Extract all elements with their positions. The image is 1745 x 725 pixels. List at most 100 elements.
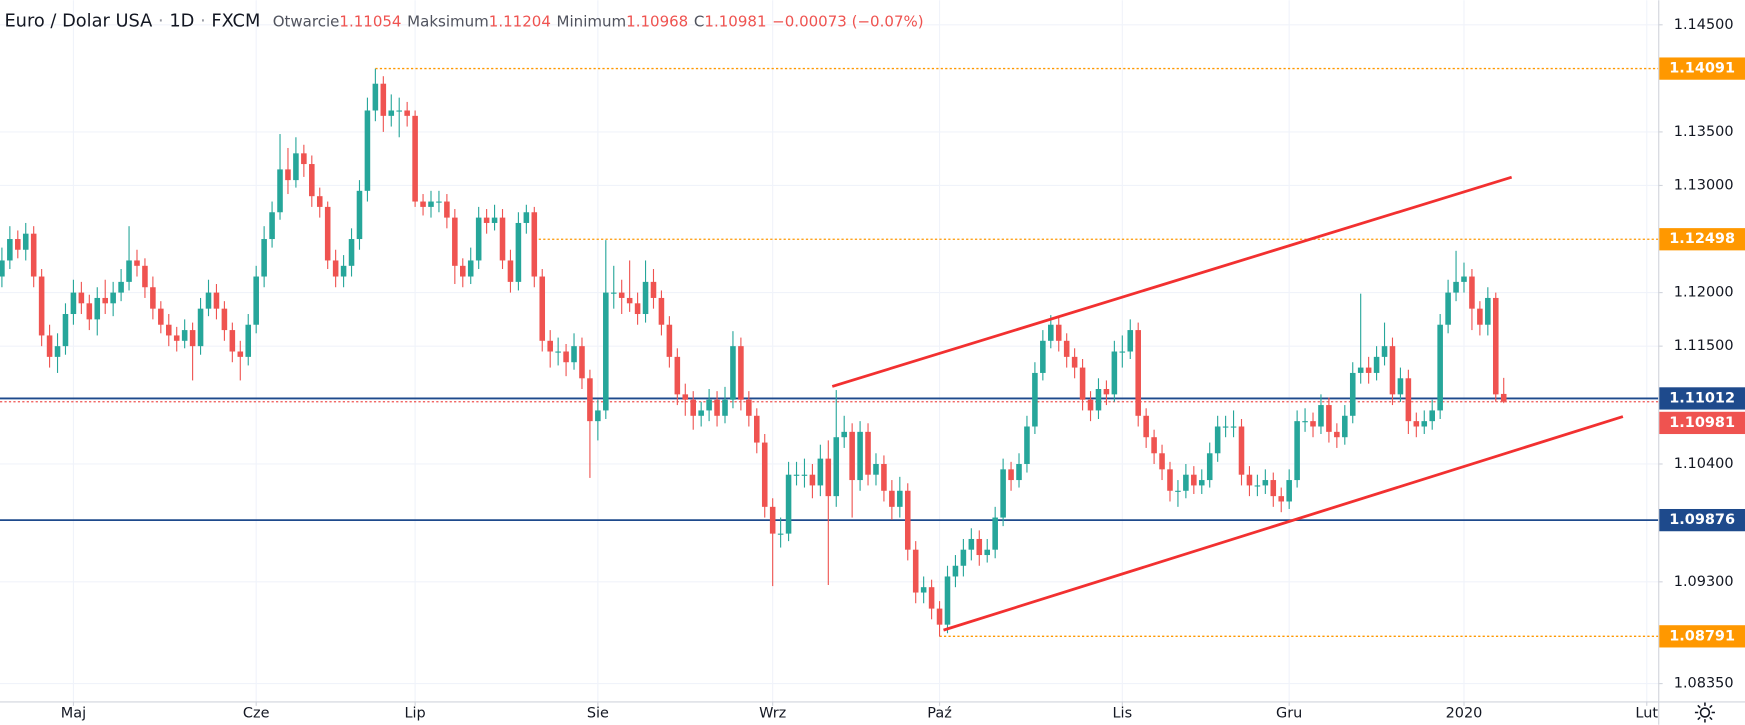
candle-body bbox=[658, 297, 665, 325]
candle-body bbox=[865, 431, 871, 475]
candle-body bbox=[221, 308, 228, 331]
candle-body bbox=[197, 308, 204, 347]
settings-icon[interactable] bbox=[1694, 702, 1715, 723]
candle-body bbox=[1159, 453, 1165, 470]
y-tick-label: 1.10400 bbox=[1674, 456, 1734, 472]
candle-body bbox=[610, 292, 617, 294]
candle-body bbox=[595, 410, 601, 422]
separator: · bbox=[200, 10, 206, 31]
candle-body bbox=[730, 346, 736, 400]
candle-body bbox=[547, 340, 553, 352]
candle-body bbox=[460, 265, 466, 277]
candle-body bbox=[920, 587, 927, 593]
candle-body bbox=[1477, 308, 1483, 325]
ohlc-value: 1.10968 bbox=[626, 12, 688, 30]
candle-body bbox=[1278, 496, 1285, 502]
ohlc-label: Otwarcie bbox=[273, 12, 340, 30]
candle-body bbox=[1246, 474, 1253, 486]
candle-body bbox=[1238, 426, 1245, 475]
candle-body bbox=[158, 308, 164, 325]
candle-body bbox=[269, 212, 275, 240]
candle-body bbox=[841, 431, 847, 438]
y-tick-label: 1.12000 bbox=[1674, 285, 1734, 301]
candle-body bbox=[1024, 426, 1030, 464]
candle-body bbox=[22, 233, 29, 250]
candle-body bbox=[960, 549, 967, 566]
candle-body bbox=[277, 169, 283, 213]
candle-body bbox=[1095, 389, 1102, 411]
separator: · bbox=[158, 10, 164, 31]
candle-body bbox=[1286, 480, 1292, 502]
candle-body bbox=[380, 83, 387, 116]
candle-body bbox=[205, 292, 212, 309]
candle-body bbox=[1167, 469, 1173, 491]
candle-body bbox=[1111, 351, 1118, 395]
y-tick-label: 1.13500 bbox=[1674, 124, 1734, 140]
candle-body bbox=[1373, 356, 1380, 373]
candle-body bbox=[38, 276, 45, 336]
candle-body bbox=[801, 474, 808, 476]
candle-body bbox=[563, 351, 569, 363]
candle-body bbox=[467, 260, 474, 277]
candle-body bbox=[1032, 372, 1038, 427]
axes: Maj Cze Lip Sie Wrz Paź Lis Gru 2020 Lut 1.14500 1.… bbox=[61, 17, 1745, 722]
candle-body bbox=[952, 565, 959, 577]
candle-body bbox=[849, 431, 855, 481]
candle-body bbox=[1175, 490, 1181, 492]
candle-body bbox=[539, 276, 546, 341]
ohlc-label: Minimum bbox=[557, 12, 627, 30]
candle-body bbox=[1421, 421, 1428, 427]
candle-body bbox=[714, 399, 720, 416]
candle-body bbox=[1294, 421, 1300, 481]
candle-body bbox=[817, 458, 824, 486]
candle-body bbox=[1214, 426, 1221, 454]
candle-body bbox=[1302, 421, 1308, 423]
candle-body bbox=[356, 190, 363, 240]
ohlc-label: C bbox=[694, 12, 705, 30]
x-tick-label: Gru bbox=[1276, 706, 1302, 722]
candle-body bbox=[1389, 346, 1396, 395]
ohlc-label: Maksimum bbox=[407, 12, 489, 30]
y-tick-label: 1.13000 bbox=[1674, 177, 1734, 193]
candle-body bbox=[15, 239, 21, 250]
candle-body bbox=[1143, 415, 1149, 438]
candle-body bbox=[1119, 351, 1126, 353]
price-level-tag bbox=[1659, 57, 1745, 80]
x-tick-label: Lis bbox=[1113, 706, 1133, 722]
candle-body bbox=[1135, 330, 1141, 416]
candle-body bbox=[46, 335, 53, 357]
candle-body bbox=[515, 222, 522, 282]
candle-body bbox=[142, 265, 148, 288]
x-tick-label: 2020 bbox=[1446, 706, 1483, 722]
price-level-tag bbox=[1659, 387, 1745, 410]
levels bbox=[0, 67, 1659, 638]
candle-body bbox=[1071, 356, 1078, 368]
change: −0.00073 (−0.07%) bbox=[772, 12, 923, 30]
candle-body bbox=[348, 239, 355, 266]
ohlc-value: 1.11054 bbox=[339, 12, 401, 30]
candle-body bbox=[634, 303, 641, 315]
candle-body bbox=[78, 292, 85, 304]
candle-body bbox=[229, 330, 236, 352]
x-tick-label: Sie bbox=[587, 706, 609, 722]
candle-body bbox=[261, 239, 267, 277]
candle-body bbox=[1127, 330, 1134, 352]
candle-body bbox=[118, 281, 124, 293]
candle-body bbox=[293, 153, 299, 181]
candle-body bbox=[833, 437, 840, 497]
candle-body bbox=[507, 260, 514, 282]
candle-body bbox=[769, 506, 776, 534]
candle-body bbox=[1000, 469, 1006, 518]
candle-body bbox=[1349, 372, 1356, 416]
candle-body bbox=[1222, 426, 1229, 428]
candle-body bbox=[1151, 437, 1157, 454]
y-tick-label: 1.11500 bbox=[1674, 338, 1734, 354]
candle-body bbox=[738, 346, 744, 400]
candle-body bbox=[587, 378, 593, 422]
candle-body bbox=[1381, 346, 1388, 357]
candle-body bbox=[777, 533, 784, 535]
candle-body bbox=[897, 490, 903, 507]
candle-body bbox=[873, 463, 879, 475]
candle-body bbox=[499, 217, 506, 261]
interval: 1D bbox=[169, 10, 194, 31]
